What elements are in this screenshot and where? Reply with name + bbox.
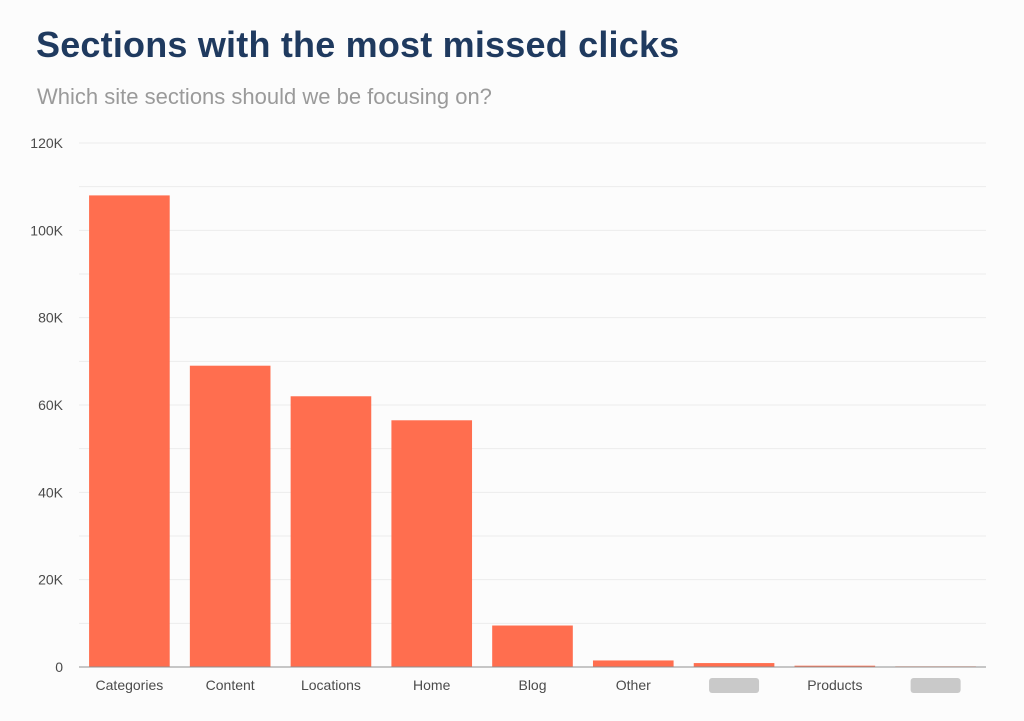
x-category-label: Locations: [301, 677, 361, 693]
bars: [89, 195, 976, 668]
bar: [794, 665, 876, 667]
chart-subtitle: Which site sections should we be focusin…: [37, 84, 492, 109]
bar: [89, 195, 170, 667]
bar: [391, 420, 473, 667]
y-tick-label: 0: [55, 659, 63, 675]
bar: [290, 396, 372, 667]
y-tick-label: 60K: [38, 397, 64, 413]
bar: [189, 365, 271, 667]
bar: [592, 660, 674, 667]
x-category-label: Products: [807, 677, 862, 693]
bar: [492, 625, 573, 667]
y-tick-label: 20K: [38, 572, 64, 588]
y-tick-label: 40K: [38, 484, 64, 500]
x-axis-category-labels: Categories Content Locations Home Blog Other P…: [96, 677, 961, 693]
x-category-label: Content: [206, 677, 255, 693]
x-category-label: Other: [616, 677, 651, 693]
blurred-category-label: [709, 678, 760, 693]
chart-title: Sections with the most missed clicks: [36, 24, 680, 65]
y-axis-tick-labels: 0 20K 40K 60K 80K 100K 120K: [30, 135, 63, 675]
y-tick-label: 100K: [30, 222, 63, 238]
bar: [693, 663, 775, 667]
x-category-label: Blog: [518, 677, 546, 693]
x-category-label: Home: [413, 677, 451, 693]
y-tick-label: 80K: [38, 310, 64, 326]
x-category-label: Categories: [96, 677, 164, 693]
y-tick-label: 120K: [30, 135, 63, 151]
blurred-category-label: [910, 678, 961, 693]
